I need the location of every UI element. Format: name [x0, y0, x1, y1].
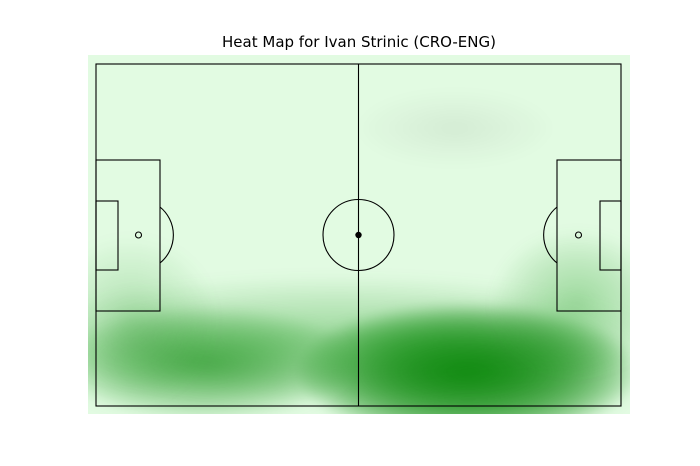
left-six-yard-box — [95, 200, 119, 271]
density-contour — [455, 367, 480, 377]
pitch-markings — [95, 63, 622, 407]
right-six-yard-box — [599, 200, 622, 271]
density-contour — [125, 315, 137, 327]
left-penalty-spot — [134, 231, 143, 239]
density-hotspot — [493, 232, 661, 376]
density-hotspot — [299, 305, 630, 414]
chart-title: Heat Map for Ivan Strinic (CRO-ENG) — [222, 33, 496, 51]
density-contour — [314, 333, 359, 342]
center-circle — [322, 198, 395, 272]
right-penalty-spot — [574, 231, 583, 239]
density-contour — [194, 359, 216, 368]
density-hotspot — [360, 92, 549, 164]
right-penalty-arc — [543, 206, 558, 264]
density-layer — [47, 92, 661, 414]
density-contour — [571, 298, 583, 308]
left-penalty-arc — [159, 206, 174, 264]
density-contour — [448, 126, 462, 131]
density-hotspot — [47, 238, 215, 402]
density-hotspot — [88, 306, 353, 414]
center-spot — [355, 231, 362, 239]
